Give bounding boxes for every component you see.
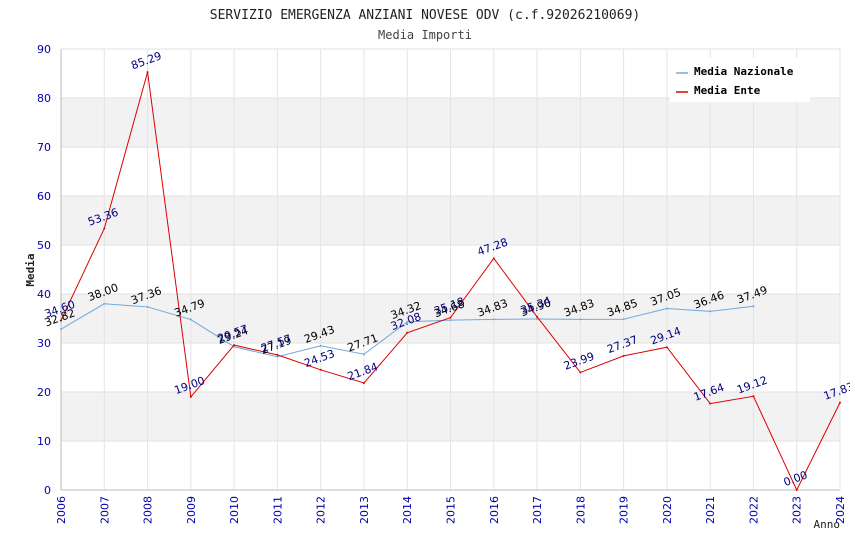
data-point bbox=[752, 395, 755, 398]
x-tick-label: 2021 bbox=[704, 496, 717, 524]
x-tick-label: 2006 bbox=[55, 496, 68, 524]
legend-label-ente: Media Ente bbox=[694, 84, 761, 97]
chart-title: SERVIZIO EMERGENZA ANZIANI NOVESE ODV (c… bbox=[210, 8, 640, 23]
data-point bbox=[362, 353, 365, 356]
data-point bbox=[665, 307, 668, 310]
x-tick-label: 2020 bbox=[661, 496, 674, 524]
y-tick-label: 60 bbox=[37, 190, 51, 203]
data-point bbox=[795, 489, 798, 491]
x-tick-label: 2008 bbox=[142, 496, 155, 524]
x-tick-label: 2016 bbox=[488, 496, 501, 524]
y-axis-label: Media bbox=[24, 253, 37, 286]
data-point bbox=[579, 371, 582, 374]
data-point bbox=[449, 316, 452, 319]
y-tick-label: 50 bbox=[37, 239, 51, 252]
data-point bbox=[752, 305, 755, 308]
data-point bbox=[536, 317, 539, 320]
data-point bbox=[622, 318, 625, 321]
x-tick-label: 2010 bbox=[228, 496, 241, 524]
x-tick-label: 2022 bbox=[747, 496, 760, 524]
x-tick-labels: 2006 2007 2008 2009 2010 2011 2012 2013 2014 2015… bbox=[55, 496, 847, 524]
data-point bbox=[319, 368, 322, 371]
x-tick-label: 2023 bbox=[791, 496, 804, 524]
legend: Media Nazionale Media Ente bbox=[670, 58, 810, 102]
data-point bbox=[449, 319, 452, 322]
axes bbox=[60, 49, 840, 491]
x-axis-label: Anno bbox=[814, 518, 841, 531]
data-point bbox=[103, 302, 106, 305]
y-tick-label: 90 bbox=[37, 43, 51, 56]
y-tick-labels: 0 10 20 30 40 50 60 70 80 90 bbox=[37, 43, 51, 497]
data-point bbox=[146, 71, 149, 74]
legend-box bbox=[670, 58, 810, 102]
data-point bbox=[406, 320, 409, 323]
x-tick-label: 2012 bbox=[315, 496, 328, 524]
data-point bbox=[233, 344, 236, 347]
data-point bbox=[146, 305, 149, 308]
data-point bbox=[622, 354, 625, 357]
x-tick-label: 2007 bbox=[98, 496, 111, 524]
y-tick-label: 20 bbox=[37, 386, 51, 399]
data-point bbox=[709, 402, 712, 405]
y-tick-label: 10 bbox=[37, 435, 51, 448]
data-point bbox=[709, 310, 712, 313]
data-point bbox=[839, 401, 841, 404]
y-tick-label: 80 bbox=[37, 92, 51, 105]
x-tick-label: 2013 bbox=[358, 496, 371, 524]
x-tick-label: 2011 bbox=[271, 496, 284, 524]
data-point bbox=[276, 353, 279, 356]
x-tick-label: 2014 bbox=[401, 496, 414, 524]
y-tick-label: 30 bbox=[37, 337, 51, 350]
series-lines bbox=[60, 71, 841, 492]
legend-label-nazionale: Media Nazionale bbox=[694, 65, 794, 78]
x-tick-label: 2009 bbox=[185, 496, 198, 524]
y-tick-label: 70 bbox=[37, 141, 51, 154]
data-point bbox=[362, 381, 365, 384]
data-point bbox=[665, 346, 668, 349]
x-tick-label: 2024 bbox=[834, 496, 847, 524]
data-point bbox=[319, 344, 322, 347]
y-tick-label: 40 bbox=[37, 288, 51, 301]
x-tick-label: 2017 bbox=[531, 496, 544, 524]
chart-subtitle: Media Importi bbox=[378, 28, 472, 42]
data-point bbox=[492, 257, 495, 260]
data-point bbox=[189, 318, 192, 321]
data-point bbox=[492, 318, 495, 321]
x-tick-label: 2015 bbox=[445, 496, 458, 524]
data-point bbox=[536, 315, 539, 318]
data-point bbox=[60, 328, 62, 331]
data-point bbox=[406, 331, 409, 334]
x-tick-label: 2018 bbox=[574, 496, 587, 524]
data-point bbox=[579, 318, 582, 321]
data-point bbox=[60, 319, 62, 322]
data-point bbox=[189, 395, 192, 398]
data-point bbox=[103, 227, 106, 230]
y-tick-label: 0 bbox=[44, 484, 51, 497]
x-tick-label: 2019 bbox=[618, 496, 631, 524]
data-point bbox=[276, 355, 279, 358]
